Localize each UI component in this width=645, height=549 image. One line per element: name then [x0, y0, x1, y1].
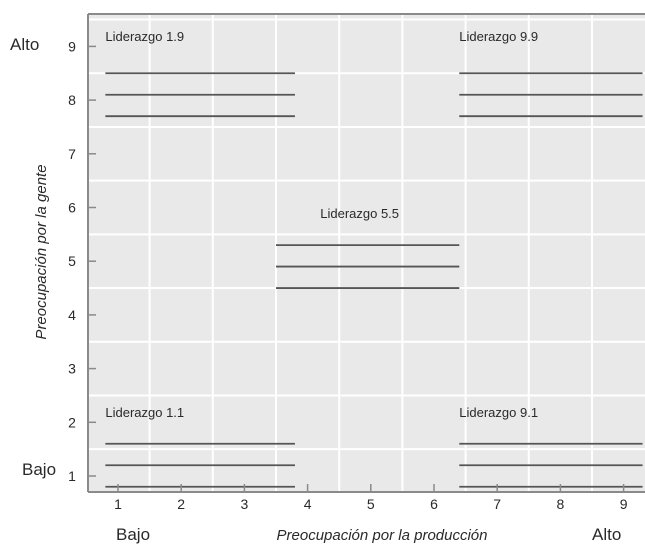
x-tick-labels: 1 2 3 4 5 6 7 8 9 — [114, 484, 628, 512]
style-group: Liderazgo 9.1 — [459, 405, 643, 488]
style-label: Liderazgo 1.1 — [105, 405, 184, 420]
style-group: Liderazgo 5.5 — [276, 206, 460, 289]
x-tick-label: 1 — [114, 496, 122, 512]
y-tick-label: 4 — [68, 307, 76, 323]
y-tick-label: 8 — [68, 92, 76, 108]
x-high-label: Alto — [592, 525, 621, 544]
style-label: Liderazgo 5.5 — [320, 206, 399, 221]
gridlines — [88, 14, 645, 492]
y-axis-title: Preocupación por la gente — [33, 164, 50, 339]
x-tick-label: 8 — [557, 496, 565, 512]
y-tick-label: 3 — [68, 361, 76, 377]
y-low-label: Bajo — [22, 460, 56, 479]
x-low-label: Bajo — [116, 525, 150, 544]
style-label: Liderazgo 9.9 — [459, 29, 538, 44]
x-tick-label: 2 — [177, 496, 185, 512]
x-tick-label: 6 — [430, 496, 438, 512]
x-axis-title: Preocupación por la producción — [277, 527, 488, 544]
style-group: Liderazgo 1.9 — [105, 29, 295, 118]
y-tick-label: 7 — [68, 146, 76, 162]
y-tick-label: 9 — [68, 38, 76, 54]
x-tick-label: 5 — [367, 496, 375, 512]
plot-background — [88, 14, 645, 492]
y-tick-label: 1 — [68, 468, 76, 484]
y-tick-labels: 1 2 3 4 5 6 7 8 9 — [68, 38, 96, 484]
y-high-label: Alto — [10, 35, 39, 54]
style-group: Liderazgo 9.9 — [459, 29, 643, 118]
y-tick-label: 5 — [68, 253, 76, 269]
y-tick-label: 2 — [68, 414, 76, 430]
x-tick-label: 3 — [241, 496, 249, 512]
style-label: Liderazgo 1.9 — [105, 29, 184, 44]
style-group: Liderazgo 1.1 — [105, 405, 295, 488]
x-tick-label: 4 — [304, 496, 312, 512]
x-tick-label: 9 — [620, 496, 628, 512]
y-tick-label: 6 — [68, 200, 76, 216]
style-label: Liderazgo 9.1 — [459, 405, 538, 420]
leadership-styles: Liderazgo 1.9 Liderazgo 9.9 Liderazgo 5.5 L… — [105, 29, 643, 488]
x-tick-label: 7 — [493, 496, 501, 512]
